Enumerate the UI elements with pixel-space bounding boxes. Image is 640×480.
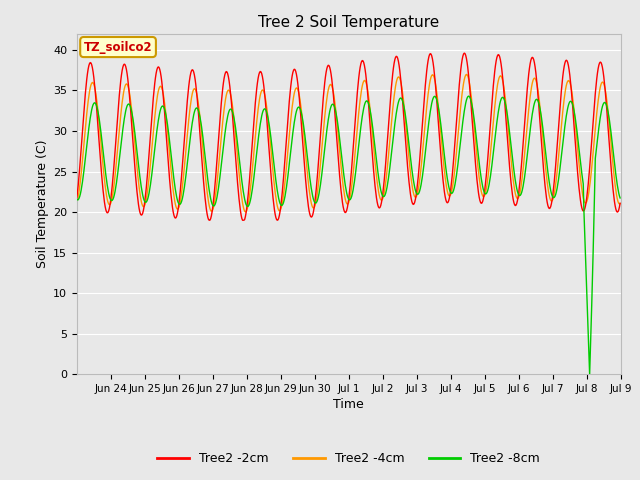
Legend: Tree2 -2cm, Tree2 -4cm, Tree2 -8cm: Tree2 -2cm, Tree2 -4cm, Tree2 -8cm <box>152 447 545 470</box>
Title: Tree 2 Soil Temperature: Tree 2 Soil Temperature <box>258 15 440 30</box>
Text: TZ_soilco2: TZ_soilco2 <box>84 40 152 54</box>
Y-axis label: Soil Temperature (C): Soil Temperature (C) <box>36 140 49 268</box>
X-axis label: Time: Time <box>333 398 364 411</box>
